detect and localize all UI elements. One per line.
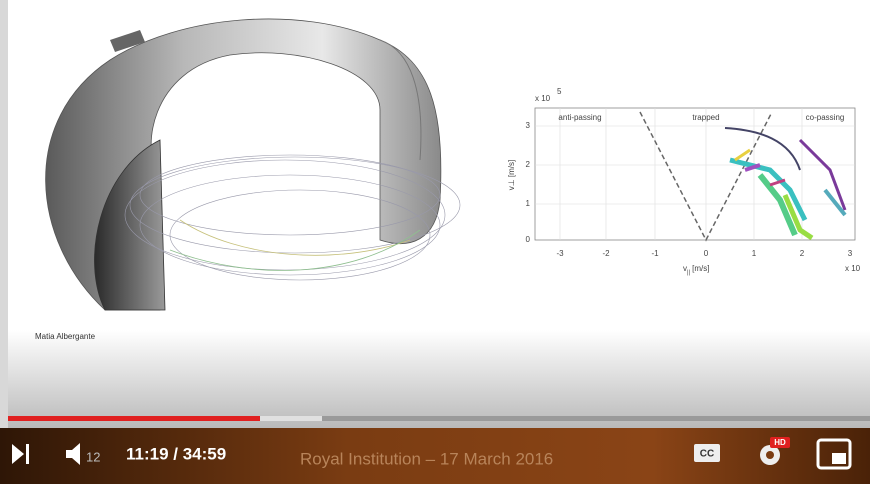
next-button[interactable] <box>12 444 29 464</box>
progress-played <box>8 416 260 421</box>
frame-shade <box>0 330 870 430</box>
hd-badge: HD <box>774 438 786 447</box>
x-tick-label: 3 <box>848 249 853 258</box>
volume-button[interactable] <box>66 443 80 465</box>
x-tick-label: -3 <box>556 249 564 258</box>
x-tick-label: -1 <box>651 249 659 258</box>
time-display: 11:19 / 34:59 <box>126 444 226 463</box>
frame-edge <box>0 0 8 430</box>
x-exponent-label: x 10 <box>845 264 861 273</box>
x-tick-label: 2 <box>800 249 805 258</box>
region-label: anti-passing <box>558 113 601 122</box>
credit: Matia Albergante <box>35 332 96 341</box>
progress-buffered <box>260 416 322 421</box>
video-title[interactable]: Royal Institution – 17 March 2016 <box>300 449 553 468</box>
miniplayer-button[interactable] <box>816 438 852 470</box>
x-tick-label: 1 <box>752 249 757 258</box>
frame-plot: x 10 5 anti-passing trapped co-passing -… <box>507 87 861 275</box>
region-label: co-passing <box>806 113 845 122</box>
x-tick-label: 0 <box>704 249 709 258</box>
y-tick-label: 2 <box>526 160 531 169</box>
y-axis-label: v⊥ [m/s] <box>507 160 516 191</box>
y-exponent: 5 <box>557 87 562 96</box>
x-axis-label: v|| [m/s] <box>683 264 709 275</box>
progress-track[interactable] <box>8 416 870 421</box>
y-tick-label: 1 <box>526 199 531 208</box>
control-bar <box>0 428 870 484</box>
x-tick-label: -2 <box>602 249 610 258</box>
y-tick-label: 0 <box>526 235 531 244</box>
y-tick-label: 3 <box>526 121 531 130</box>
y-exponent-label: x 10 <box>535 94 551 103</box>
region-label: trapped <box>692 113 719 122</box>
volume-level: 12 <box>86 449 100 464</box>
torus-illustration <box>45 18 461 311</box>
settings-button[interactable]: HD <box>760 437 790 465</box>
captions-button[interactable]: CC <box>694 444 720 462</box>
captions-label: CC <box>700 449 714 460</box>
